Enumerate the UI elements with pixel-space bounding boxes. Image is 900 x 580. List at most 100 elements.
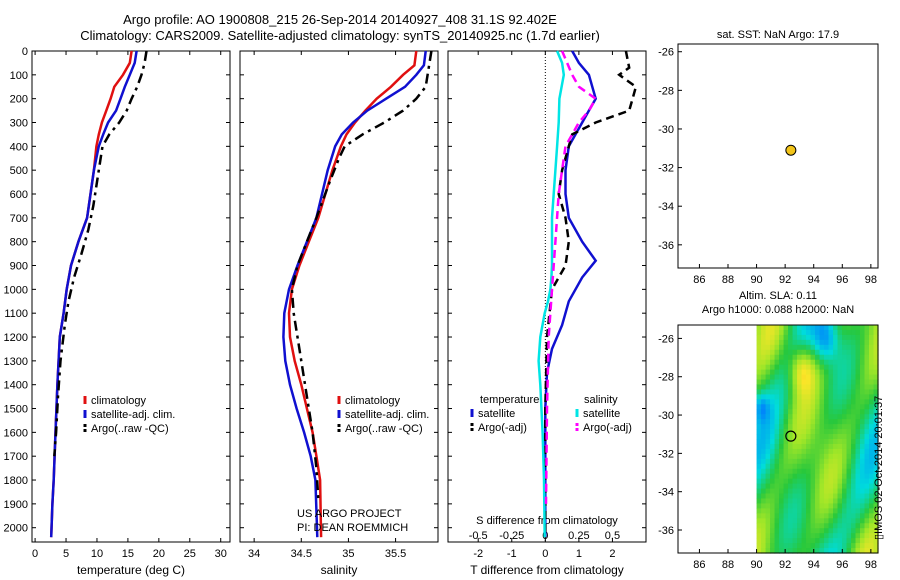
sla-heatmap-cell [756,548,762,554]
sla-heatmap-cell [797,523,803,529]
sla-heatmap-cell [756,533,762,539]
sla-heatmap-cell [855,429,861,435]
sla-heatmap-cell [873,384,879,391]
sla-heatmap-cell [779,503,785,509]
sla-heatmap-cell [788,369,794,376]
depth-tick-label: 100 [10,70,28,82]
sla-heatmap-cell [756,359,762,366]
sla-heatmap-cell [783,458,789,465]
sla-heatmap-cell [756,404,762,410]
sla-heatmap-cell [797,498,803,505]
sla-heatmap-cell [842,478,848,485]
sla-heatmap-cell [860,419,866,425]
project-name: US ARGO PROJECT [297,508,402,520]
sla-heatmap-cell [810,349,816,356]
sla-heatmap-cell [819,453,825,460]
sla-heatmap-cell [873,369,879,376]
sla-heatmap-cell [851,523,857,529]
sla-heatmap-cell [810,364,816,371]
sla-heatmap-cell [783,439,789,445]
sla-heatmap-cell [846,543,852,549]
sla-heatmap-cell [788,349,794,356]
sla-heatmap-cell [806,513,812,519]
sla-heatmap-cell [824,513,830,519]
sla-heatmap-cell [810,448,816,455]
sla-heatmap-cell [842,364,848,371]
salinity-xtick-label: 35.5 [385,548,406,560]
sla-heatmap-cell [873,523,879,529]
sla-heatmap-cell [837,548,843,554]
sla-heatmap-cell [810,508,816,514]
sla-heatmap-cell [846,498,852,505]
sla-heatmap-cell [788,543,794,549]
sla-heatmap-cell [873,325,879,331]
sla-heatmap-cell [815,359,821,366]
sla-heatmap-cell [851,483,857,490]
sla-heatmap-cell [851,439,857,445]
sla-heatmap-cell [851,458,857,465]
sla-heatmap-cell [869,349,875,356]
sla-heatmap-cell [779,429,785,435]
difference-legend-sal-argo-label: Argo(-adj) [583,422,632,434]
sla-heatmap-cell [851,478,857,485]
sla-heatmap-cell [774,384,780,391]
sla-heatmap-cell [873,424,879,430]
sla-heatmap-cell [815,339,821,346]
sla-heatmap-cell [783,508,789,514]
sla-heatmap-cell [846,399,852,405]
sla-heatmap-cell [833,468,839,475]
sla-heatmap-cell [851,503,857,509]
sla-heatmap-cell [783,523,789,529]
sla-heatmap-cell [779,354,785,361]
difference-legend-temp-argo-label: Argo(-adj) [478,422,527,434]
depth-tick-label: 1600 [4,427,28,439]
sla-heatmap-cell [756,543,762,549]
sla-heatmap-cell [855,523,861,529]
sla-heatmap-cell [860,458,866,465]
sla-heatmap-cell [761,424,767,430]
sla-heatmap-cell [824,334,830,341]
sla-heatmap-cell [770,434,776,440]
sla-heatmap-cell [765,379,771,386]
sla-heatmap-cell [851,354,857,361]
sla-heatmap-cell [788,463,794,470]
sla-heatmap-cell [824,508,830,514]
difference-xtick-label: -1 [507,548,517,560]
sla-heatmap-cell [846,339,852,346]
difference-xtick-label: 0 [542,548,548,560]
sla-heatmap-cell [828,359,834,366]
sla-heatmap-cell [873,503,879,509]
sla-heatmap-cell [864,533,870,539]
sla-heatmap-cell [792,359,798,366]
sla-heatmap-cell [815,329,821,336]
sla-heatmap-cell [860,389,866,395]
sla-heatmap-cell [860,463,866,470]
sla-heatmap-cell [842,508,848,514]
sla-heatmap-cell [770,354,776,361]
sla-heatmap-cell [815,503,821,509]
sla-heatmap-cell [788,374,794,381]
sla-heatmap-cell [819,523,825,529]
sla-heatmap-cell [810,434,816,440]
sla-heatmap-cell [770,518,776,524]
sla-heatmap-cell [774,538,780,544]
sla-heatmap-cell [846,533,852,539]
difference-series-2 [544,50,638,538]
sla-heatmap-cell [846,354,852,361]
sla-heatmap-cell [855,384,861,391]
sla-heatmap-cell [783,399,789,405]
sla-heatmap-cell [869,523,875,529]
sla-heatmap-cell [869,329,875,336]
sla-heatmap-cell [761,478,767,485]
sla-heatmap-cell [842,349,848,356]
sla-heatmap-cell [828,369,834,376]
sla-heatmap-cell [797,349,803,356]
sla-heatmap-cell [761,404,767,410]
sla-heatmap-cell [806,458,812,465]
sla-heatmap-cell [833,394,839,400]
sla-heatmap-cell [788,488,794,495]
sla-heatmap-cell [837,379,843,386]
sla-heatmap-cell [783,394,789,400]
sla-heatmap-cell [842,543,848,549]
sla-heatmap-cell [873,409,879,415]
